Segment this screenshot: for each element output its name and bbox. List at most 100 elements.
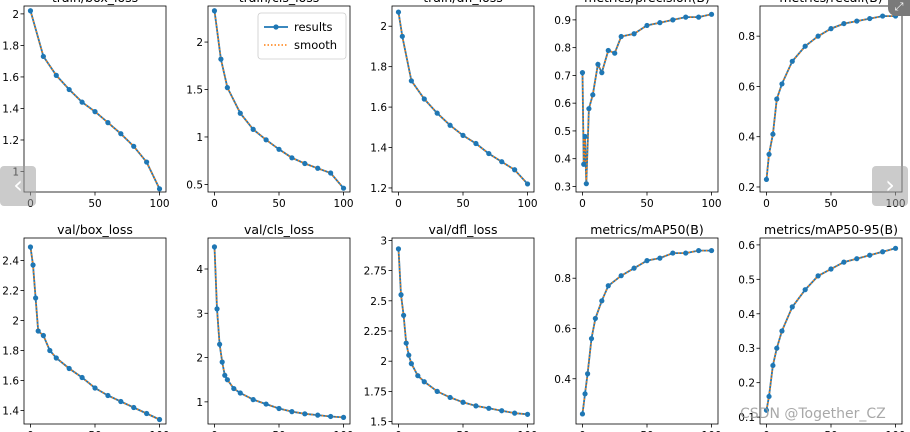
data-point: [585, 371, 591, 377]
data-point: [854, 18, 860, 24]
data-point: [315, 412, 321, 418]
x-tick-label: 100: [334, 198, 354, 210]
data-point: [880, 13, 886, 19]
data-point: [766, 151, 772, 157]
y-tick-label: 0.2: [738, 378, 755, 390]
data-point: [408, 361, 414, 367]
data-point: [696, 247, 702, 254]
data-point: [27, 244, 34, 250]
y-tick-label: 0.8: [738, 31, 755, 43]
data-point: [657, 255, 663, 261]
data-point: [586, 106, 592, 112]
data-point: [131, 404, 137, 411]
data-point: [237, 390, 243, 396]
data-point: [219, 359, 225, 365]
smooth-line: [397, 248, 528, 416]
subplot: train/dfl_loss 1.2 1.4 1.6 1.8 2 0 50 100: [370, 0, 537, 210]
data-point: [579, 411, 586, 417]
subplot-title: train/cls_loss: [239, 0, 320, 5]
data-point: [218, 56, 224, 62]
carousel-prev-button[interactable]: ‹: [0, 166, 36, 206]
data-point: [447, 394, 453, 401]
y-tick-label: 0.4: [554, 154, 571, 166]
data-point: [499, 159, 505, 165]
smooth-line: [213, 246, 344, 419]
data-point: [499, 408, 505, 414]
data-point: [763, 407, 770, 413]
data-point: [214, 306, 220, 312]
smooth-line: [581, 13, 712, 184]
data-point: [512, 410, 518, 416]
data-point: [328, 170, 334, 176]
data-point: [289, 409, 295, 415]
x-tick-label: 100: [702, 198, 722, 210]
data-point: [512, 167, 518, 173]
data-point: [588, 335, 595, 342]
subplot-title: metrics/mAP50(B): [590, 222, 703, 237]
data-point: [618, 33, 624, 40]
data-point: [231, 385, 237, 392]
data-point: [605, 283, 611, 289]
data-point: [683, 14, 689, 20]
data-point: [408, 78, 414, 84]
subplot-title: metrics/recall(B): [779, 0, 882, 5]
axes-frame: [575, 237, 719, 425]
results-line: [765, 247, 896, 411]
data-point: [612, 50, 618, 56]
y-tick-label: 1.8: [370, 62, 387, 74]
data-point: [828, 266, 834, 272]
y-tick-label: 0.5: [554, 126, 571, 138]
data-point: [144, 410, 150, 417]
y-tick-label: 2: [380, 356, 387, 368]
x-tick-label: 0: [763, 198, 770, 210]
data-point: [779, 328, 785, 334]
smooth-line: [397, 11, 529, 185]
x-tick-label: 100: [518, 198, 538, 210]
results-line: [29, 10, 161, 190]
y-tick-label: 1.75: [364, 386, 387, 398]
y-tick-label: 2: [196, 37, 203, 49]
data-point: [460, 399, 466, 405]
smooth-line: [581, 249, 712, 414]
y-tick-label: 0.9: [554, 15, 571, 27]
expand-icon[interactable]: ⤢: [888, 0, 910, 16]
data-point: [395, 9, 402, 15]
data-point: [328, 413, 334, 420]
subplot-title: train/dfl_loss: [423, 0, 503, 5]
data-point: [131, 143, 137, 149]
data-point: [880, 249, 886, 255]
subplot-title: metrics/precision(B): [584, 0, 710, 5]
axes-frame: [391, 5, 535, 193]
results-line: [213, 246, 344, 419]
y-tick-label: 1.4: [370, 143, 387, 155]
data-point: [447, 122, 453, 128]
x-tick-label: 0: [579, 430, 586, 432]
x-tick-label: 0: [211, 198, 218, 210]
y-tick-label: 0.8: [554, 43, 571, 55]
axes-frame: [207, 237, 351, 425]
y-tick-label: 0.6: [554, 98, 571, 110]
subplot: val/dfl_loss 1.5 1.75 2 2.25 2.5 2.75 3 0 50 100: [364, 222, 538, 432]
subplot: val/cls_loss 1 2 3 4 0 50 100: [196, 222, 353, 432]
y-tick-label: 0.3: [554, 181, 571, 193]
watermark: CSDN @Together_CZ: [740, 406, 886, 422]
y-tick-label: 1: [196, 397, 203, 409]
y-tick-label: 2.2: [2, 286, 19, 298]
data-point: [644, 258, 650, 264]
data-point: [217, 341, 223, 347]
x-tick-label: 100: [150, 430, 170, 432]
data-point: [27, 8, 34, 14]
data-point: [815, 33, 821, 39]
y-tick-label: 1: [196, 132, 203, 144]
subplot-title: val/dfl_loss: [429, 222, 498, 237]
data-point: [581, 161, 587, 167]
data-point: [867, 15, 873, 22]
data-point: [395, 246, 402, 252]
x-tick-label: 50: [824, 430, 837, 432]
data-point: [579, 70, 586, 76]
carousel-next-button[interactable]: ›: [872, 166, 908, 206]
data-point: [582, 391, 588, 397]
y-tick-label: 0.6: [738, 81, 755, 93]
